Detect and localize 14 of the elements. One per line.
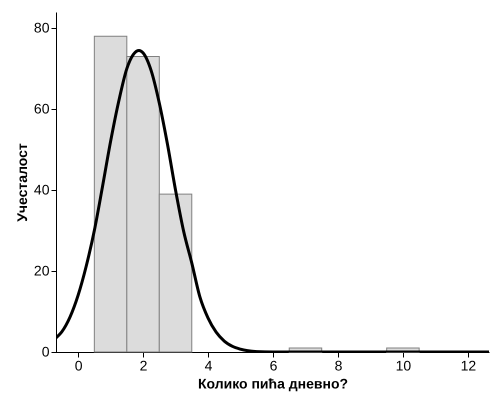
y-tick-label: 40 [34, 182, 50, 198]
x-tick-label: 10 [396, 358, 412, 374]
x-tick-label: 2 [140, 358, 148, 374]
x-tick-label: 8 [334, 358, 343, 374]
x-tick-label: 0 [74, 358, 83, 374]
x-tick-label: 4 [204, 358, 213, 374]
y-tick-label: 60 [34, 100, 50, 117]
x-axis-title: Колико пића дневно? [198, 376, 348, 392]
y-tick-label: 0 [42, 344, 50, 360]
x-tick-label: 6 [270, 358, 278, 374]
x-tick-label: 12 [460, 358, 476, 374]
y-tick-label: 20 [34, 262, 50, 279]
y-tick-label: 80 [34, 20, 50, 36]
y-axis-title: Учесталост [14, 143, 30, 222]
